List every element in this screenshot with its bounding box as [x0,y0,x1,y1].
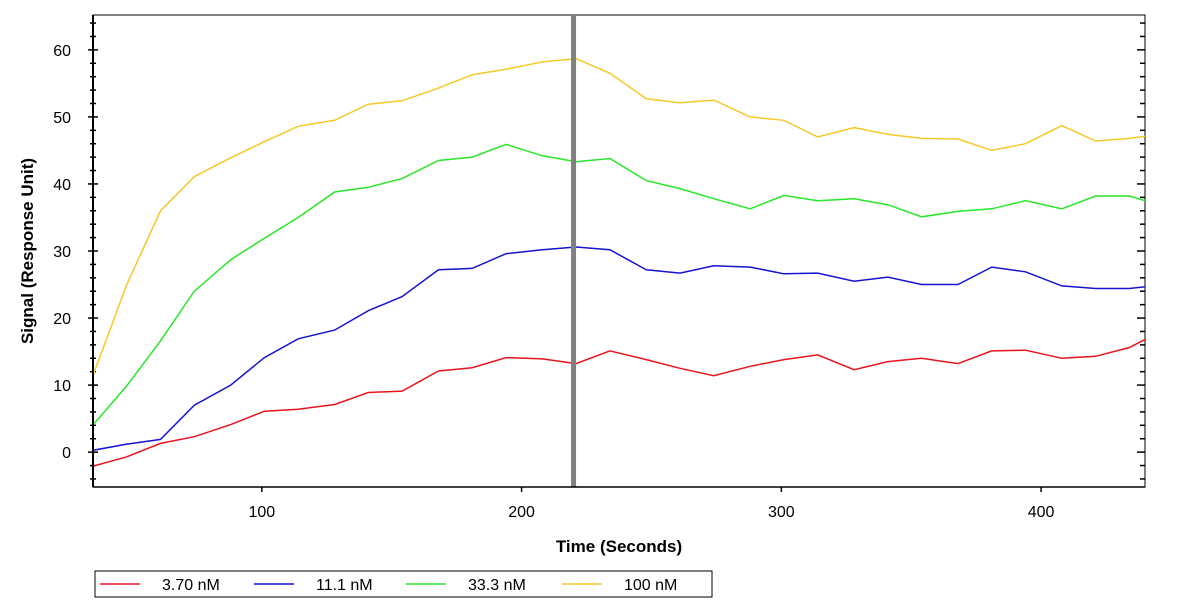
y-tick-label: 0 [62,445,71,462]
x-tick-label: 100 [248,504,275,521]
tick-labels: 0 10 20 30 40 50 60 100 200 300 400 [53,43,1054,521]
y-tick-label: 40 [53,177,71,194]
legend-label: 33.3 nM [468,577,526,594]
x-tick-label: 200 [508,504,535,521]
y-axis-title: Signal (Response Unit) [18,158,37,344]
series-line-0 [93,338,1145,467]
legend-box [94,570,713,598]
plot-area [92,14,1146,488]
legend-label: 3.70 nM [162,577,220,594]
legend-label: 100 nM [624,577,677,594]
series-line-2 [93,143,1145,427]
legend: 3.70 nM 11.1 nM 33.3 nM 100 nM [94,570,713,598]
y-tick-label: 10 [53,378,71,395]
series-lines [93,57,1145,467]
y-tick-label: 30 [53,244,71,261]
y-tick-label: 20 [53,311,71,328]
legend-label: 11.1 nM [316,577,373,594]
x-axis-title: Time (Seconds) [556,537,682,556]
y-tick-label: 50 [53,110,71,127]
y-tick-label: 60 [53,43,71,60]
x-tick-label: 400 [1028,504,1055,521]
x-tick-label: 300 [768,504,795,521]
series-line-3 [93,57,1145,378]
series-line-1 [93,246,1145,452]
